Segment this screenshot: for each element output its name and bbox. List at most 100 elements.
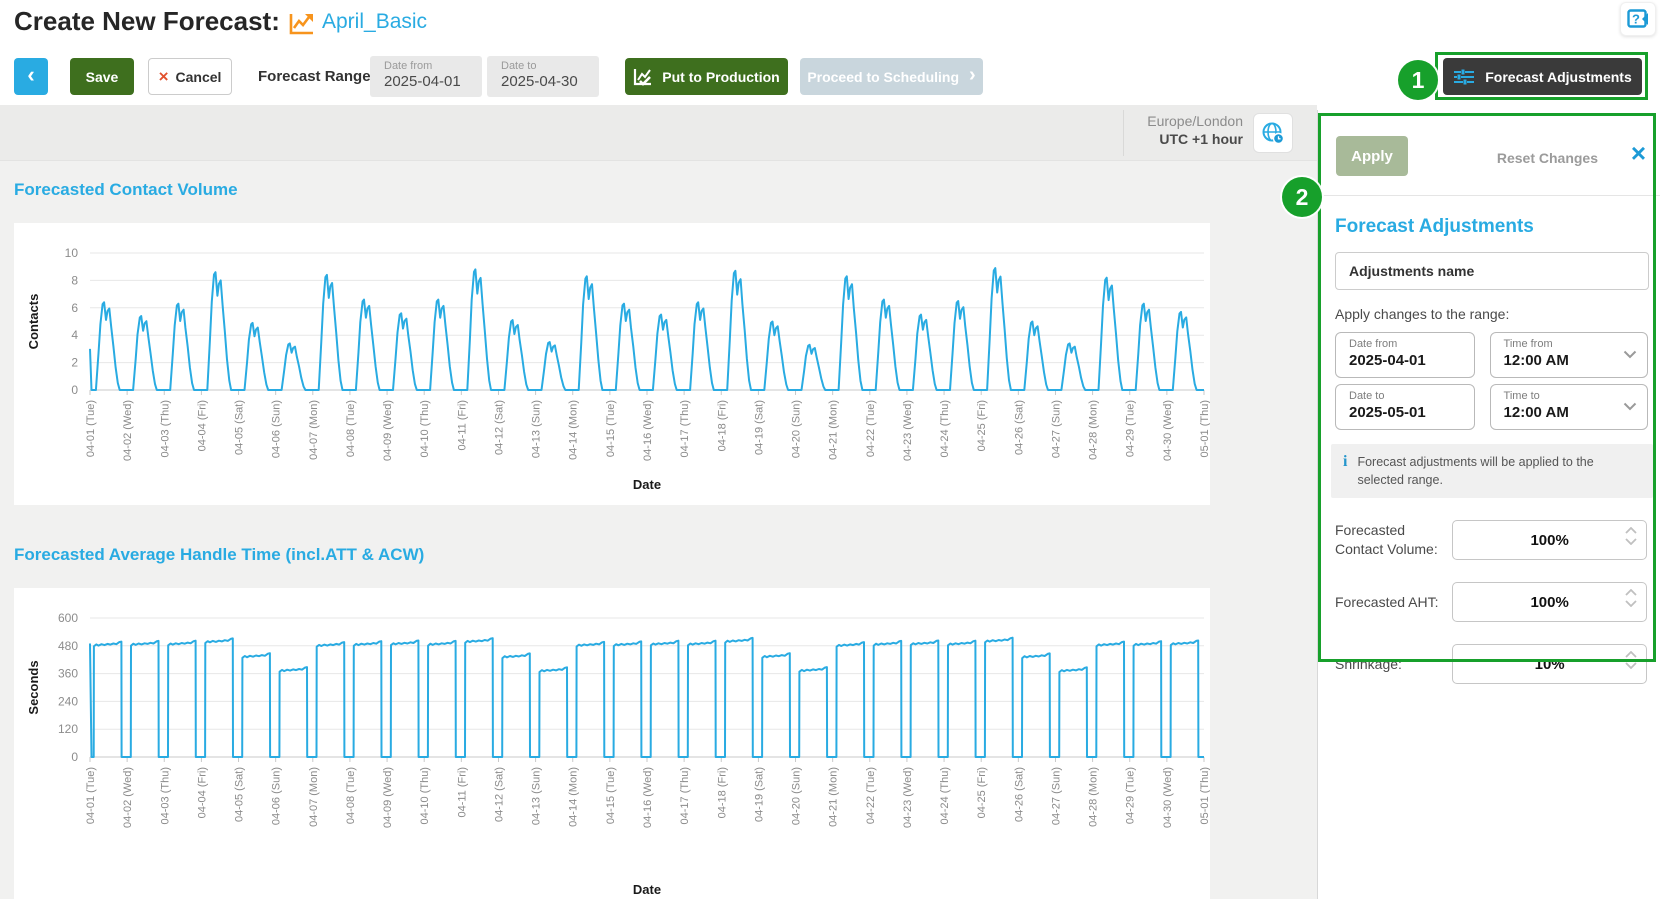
svg-text:04-03 (Thu): 04-03 (Thu) xyxy=(159,400,171,457)
forecast-name-link[interactable]: April_Basic xyxy=(322,10,428,33)
svg-text:04-27 (Sun): 04-27 (Sun) xyxy=(1050,767,1062,825)
help-button[interactable]: ? xyxy=(1620,2,1656,36)
svg-text:04-25 (Fri): 04-25 (Fri) xyxy=(976,767,988,818)
shrinkage-row: Shrinkage: 10% xyxy=(1335,644,1648,685)
shrinkage-value: 10% xyxy=(1534,655,1565,673)
panel-time-to-label: Time to xyxy=(1503,390,1540,402)
forecast-adjustments-button[interactable]: Forecast Adjustments xyxy=(1443,58,1642,95)
svg-text:04-25 (Fri): 04-25 (Fri) xyxy=(976,400,988,451)
annotation-step-1: 1 xyxy=(1398,60,1438,100)
svg-text:04-18 (Fri): 04-18 (Fri) xyxy=(716,400,728,451)
cancel-x-icon: × xyxy=(158,66,169,86)
contact-volume-value: 100% xyxy=(1530,531,1569,549)
globe-icon xyxy=(1262,122,1285,145)
svg-text:04-18 (Fri): 04-18 (Fri) xyxy=(716,767,728,818)
shrinkage-input[interactable]: 10% xyxy=(1452,644,1647,685)
date-from-value: 2025-04-01 xyxy=(384,73,461,90)
forecast-adjustments-panel: Apply Reset Changes × Forecast Adjustmen… xyxy=(1317,110,1660,899)
svg-text:04-06 (Sun): 04-06 (Sun) xyxy=(271,400,283,458)
toolbar-date-to-field[interactable]: Date to 2025-04-30 xyxy=(487,56,599,97)
contact-volume-row: Forecasted Contact Volume: 100% xyxy=(1335,520,1648,561)
spinner-icon[interactable] xyxy=(1625,651,1637,670)
date-to-label: Date to xyxy=(501,60,537,72)
aht-input[interactable]: 100% xyxy=(1452,582,1647,623)
spinner-icon[interactable] xyxy=(1625,589,1637,608)
svg-text:04-04 (Fri): 04-04 (Fri) xyxy=(196,767,208,818)
svg-text:04-16 (Wed): 04-16 (Wed) xyxy=(642,400,654,461)
put-to-production-button[interactable]: Put to Production xyxy=(625,58,788,95)
timezone-button[interactable] xyxy=(1253,113,1293,153)
page-title: Create New Forecast: xyxy=(14,6,280,36)
svg-text:04-15 (Tue): 04-15 (Tue) xyxy=(605,400,617,457)
svg-text:04-30 (Wed): 04-30 (Wed) xyxy=(1162,767,1174,828)
svg-text:8: 8 xyxy=(71,273,78,287)
adjustments-name-input[interactable] xyxy=(1335,252,1649,290)
panel-header: Apply Reset Changes × xyxy=(1318,110,1660,196)
main-content: Europe/London UTC +1 hour Forecasted Con… xyxy=(0,105,1317,899)
panel-time-to-select[interactable]: Time to 12:00 AM xyxy=(1489,384,1648,430)
svg-text:04-28 (Mon): 04-28 (Mon) xyxy=(1088,767,1100,827)
panel-date-to-label: Date to xyxy=(1349,390,1385,402)
panel-date-to-value: 2025-05-01 xyxy=(1349,404,1426,421)
back-button[interactable]: ‹ xyxy=(14,58,48,95)
svg-text:04-03 (Thu): 04-03 (Thu) xyxy=(159,767,171,824)
svg-text:04-17 (Thu): 04-17 (Thu) xyxy=(679,400,691,457)
spinner-icon[interactable] xyxy=(1625,527,1637,546)
forecast-range-label: Forecast Range: xyxy=(258,68,376,85)
info-banner: i Forecast adjustments will be applied t… xyxy=(1331,444,1653,499)
svg-text:2: 2 xyxy=(71,356,78,370)
back-chevron-icon: ‹ xyxy=(27,62,35,87)
panel-date-from-field[interactable]: Date from 2025-04-01 xyxy=(1335,332,1475,378)
svg-text:04-04 (Fri): 04-04 (Fri) xyxy=(196,400,208,451)
forecast-adjustments-label: Forecast Adjustments xyxy=(1485,68,1632,85)
svg-text:04-13 (Sun): 04-13 (Sun) xyxy=(531,767,543,825)
svg-text:04-05 (Sat): 04-05 (Sat) xyxy=(234,400,246,455)
svg-text:04-26 (Sat): 04-26 (Sat) xyxy=(1013,400,1025,455)
panel-body: Forecast Adjustments Apply changes to th… xyxy=(1318,196,1660,685)
toolbar-date-from-field[interactable]: Date from 2025-04-01 xyxy=(370,56,482,97)
svg-text:04-11 (Fri): 04-11 (Fri) xyxy=(456,400,468,451)
svg-text:04-28 (Mon): 04-28 (Mon) xyxy=(1088,400,1100,460)
svg-text:04-29 (Tue): 04-29 (Tue) xyxy=(1125,400,1137,457)
svg-text:04-12 (Sat): 04-12 (Sat) xyxy=(493,400,505,455)
svg-text:04-02 (Wed): 04-02 (Wed) xyxy=(122,767,134,828)
svg-text:04-17 (Thu): 04-17 (Thu) xyxy=(679,767,691,824)
panel-date-to-field[interactable]: Date to 2025-05-01 xyxy=(1335,384,1475,430)
forecast-chart-icon xyxy=(289,14,313,35)
svg-text:04-08 (Tue): 04-08 (Tue) xyxy=(345,400,357,457)
svg-text:04-16 (Wed): 04-16 (Wed) xyxy=(642,767,654,828)
svg-text:04-07 (Mon): 04-07 (Mon) xyxy=(308,767,320,827)
apply-button[interactable]: Apply xyxy=(1336,136,1408,176)
proceed-to-scheduling-button[interactable]: Proceed to Scheduling › xyxy=(800,58,983,95)
chart1-title: Forecasted Contact Volume xyxy=(14,180,238,199)
svg-text:04-02 (Wed): 04-02 (Wed) xyxy=(122,400,134,461)
close-icon[interactable]: × xyxy=(1630,138,1646,168)
info-icon: i xyxy=(1343,453,1348,470)
svg-text:04-23 (Wed): 04-23 (Wed) xyxy=(902,767,914,828)
put-to-production-label: Put to Production xyxy=(662,68,780,85)
panel-time-from-select[interactable]: Time from 12:00 AM xyxy=(1489,332,1648,378)
panel-time-from-label: Time from xyxy=(1503,338,1553,350)
svg-text:04-23 (Wed): 04-23 (Wed) xyxy=(902,400,914,461)
panel-date-from-value: 2025-04-01 xyxy=(1349,352,1426,369)
contact-volume-input[interactable]: 100% xyxy=(1452,520,1647,561)
svg-text:04-07 (Mon): 04-07 (Mon) xyxy=(308,400,320,460)
panel-time-from-value: 12:00 AM xyxy=(1503,352,1569,369)
timezone-bar: Europe/London UTC +1 hour xyxy=(0,105,1317,161)
date-to-value: 2025-04-30 xyxy=(501,73,578,90)
svg-text:04-24 (Thu): 04-24 (Thu) xyxy=(939,400,951,457)
svg-text:04-06 (Sun): 04-06 (Sun) xyxy=(271,767,283,825)
svg-text:04-09 (Wed): 04-09 (Wed) xyxy=(382,767,394,828)
aht-label: Forecasted AHT: xyxy=(1335,593,1439,610)
svg-text:Contacts: Contacts xyxy=(26,294,41,350)
svg-text:04-20 (Sun): 04-20 (Sun) xyxy=(791,767,803,825)
date-from-label: Date from xyxy=(384,60,433,72)
chevron-down-icon xyxy=(1623,350,1637,359)
svg-text:?: ? xyxy=(1632,12,1640,27)
shrinkage-label: Shrinkage: xyxy=(1335,655,1402,672)
svg-text:04-27 (Sun): 04-27 (Sun) xyxy=(1050,400,1062,458)
reset-changes-link[interactable]: Reset Changes xyxy=(1496,150,1598,166)
cancel-button[interactable]: × Cancel xyxy=(148,58,232,95)
save-button[interactable]: Save xyxy=(70,58,134,95)
info-text: Forecast adjustments will be applied to … xyxy=(1357,455,1594,488)
